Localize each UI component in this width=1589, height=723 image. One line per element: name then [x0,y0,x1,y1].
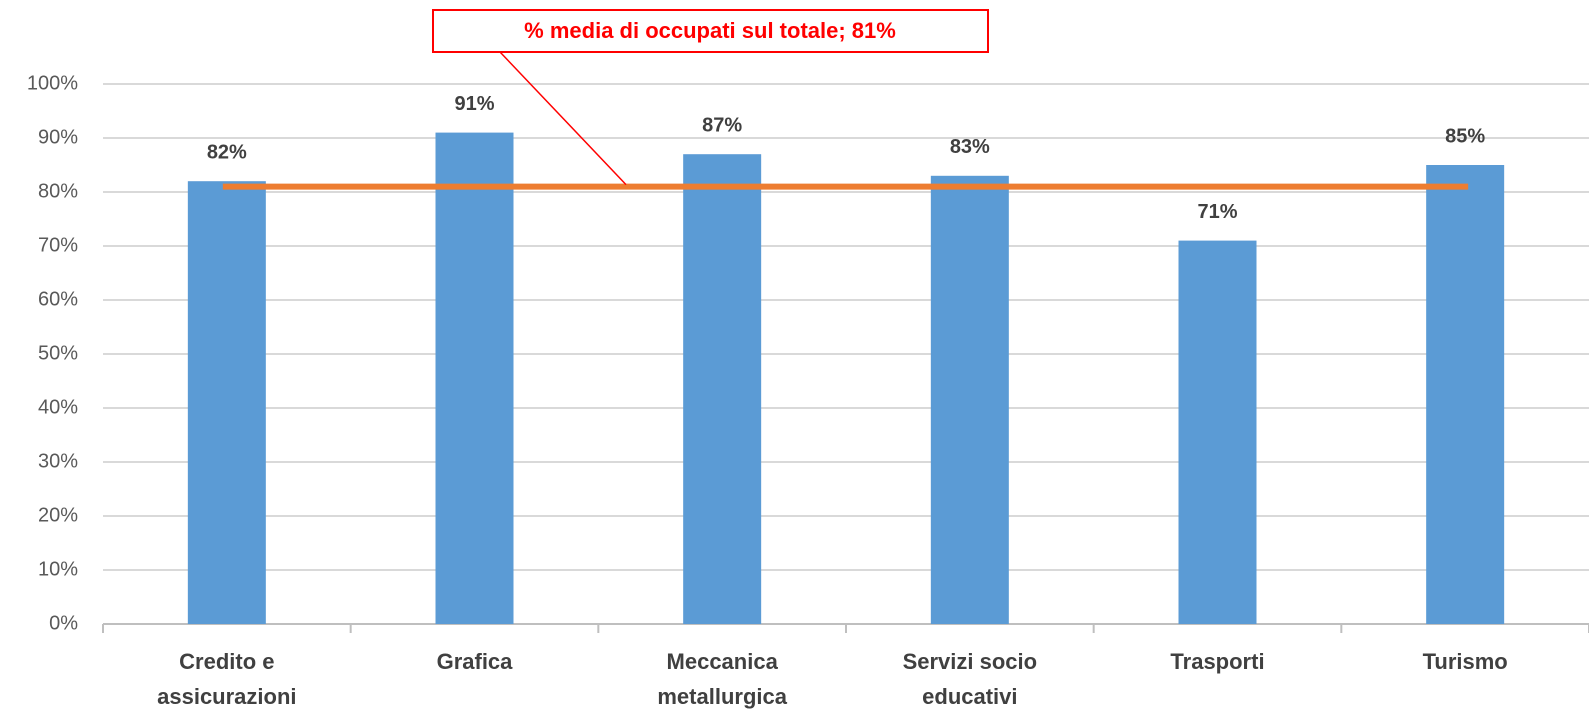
annotation-connector [499,51,627,186]
annotation-box [432,9,989,53]
x-tick-label: Turismo [1423,649,1508,674]
y-tick-label: 30% [38,450,78,472]
bar [930,175,1009,625]
y-tick-label: 60% [38,288,78,310]
y-tick-label: 90% [38,126,78,148]
y-tick-label: 80% [38,180,78,202]
value-label: 83% [950,136,990,158]
bar [1178,240,1257,624]
value-label: 91% [454,93,494,115]
value-label: 71% [1197,201,1237,223]
y-tick-label: 40% [38,396,78,418]
y-tick-label: 10% [38,558,78,580]
bar [1426,165,1505,624]
annotation-label: % media di occupati sul totale; 81% [524,18,896,43]
bar [683,154,762,624]
bar [435,132,514,624]
x-tick-label: Meccanica metallurgica [657,649,787,709]
x-tick-label: Servizi socio educativi [903,649,1038,709]
y-tick-label: 0% [49,612,78,634]
x-tick-label: Credito e assicurazioni [157,649,296,709]
x-tick-label: Trasporti [1170,649,1264,674]
y-tick-label: 50% [38,342,78,364]
y-tick-label: 100% [27,72,78,94]
x-tick-label: Grafica [437,649,514,674]
value-label: 87% [702,114,742,136]
value-label: 82% [207,141,247,163]
y-tick-label: 20% [38,504,78,526]
value-label: 85% [1445,125,1485,147]
y-tick-label: 70% [38,234,78,256]
bar [187,181,266,624]
